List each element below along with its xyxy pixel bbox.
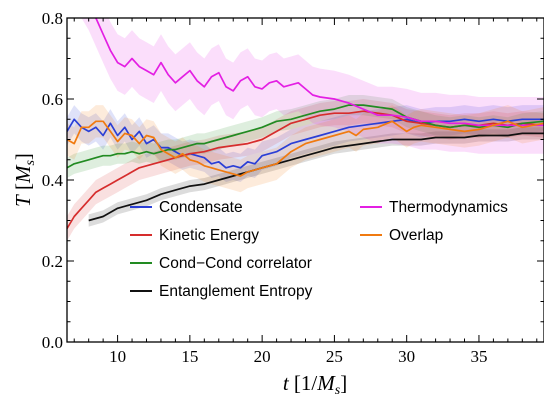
legend-label-thermodynamics: Thermodynamics xyxy=(389,199,508,216)
band-kinetic-energy xyxy=(67,99,544,241)
series-line-overlap xyxy=(67,120,544,177)
band-cond-cond-correlator xyxy=(67,95,544,178)
series-line-entanglement-entropy xyxy=(88,132,544,222)
x-tick-label: 20 xyxy=(254,347,271,366)
x-axis-label: t [1/Ms] xyxy=(283,371,347,396)
x-tick-label: 25 xyxy=(326,347,343,366)
series-line-thermodynamics xyxy=(94,18,544,127)
x-tick-label: 30 xyxy=(398,347,415,366)
legend-label-condensate: Condensate xyxy=(159,199,243,216)
x-tick-label: 15 xyxy=(181,347,198,366)
y-tick-label: 0.8 xyxy=(42,9,63,28)
band-thermodynamics xyxy=(81,18,544,154)
legend-label-kinetic-energy: Kinetic Energy xyxy=(159,227,259,244)
y-tick-label: 0.6 xyxy=(42,90,63,109)
legend-label-cond-cond-correlator: Cond−Cond correlator xyxy=(159,255,312,272)
y-axis-label: T [Ms] xyxy=(11,153,38,207)
band-entanglement-entropy xyxy=(88,127,544,227)
legend: Condensate Kinetic Energy Cond−Cond correl… xyxy=(130,199,508,300)
series-lines xyxy=(67,18,544,230)
tick-labels: 10 15 20 25 30 35 0.0 0.2 0.4 0.6 0.8 xyxy=(42,9,488,366)
y-tick-label: 0.0 xyxy=(42,333,63,352)
band-overlap xyxy=(67,105,544,193)
x-tick-label: 35 xyxy=(470,347,487,366)
series-line-cond-cond-correlator xyxy=(67,104,544,169)
legend-label-entanglement-entropy: Entanglement Entropy xyxy=(159,283,313,300)
axis-ticks xyxy=(67,17,544,343)
y-tick-label: 0.4 xyxy=(42,171,64,190)
x-tick-label: 10 xyxy=(109,347,126,366)
y-tick-label: 0.2 xyxy=(42,252,63,271)
legend-label-overlap: Overlap xyxy=(389,227,443,244)
